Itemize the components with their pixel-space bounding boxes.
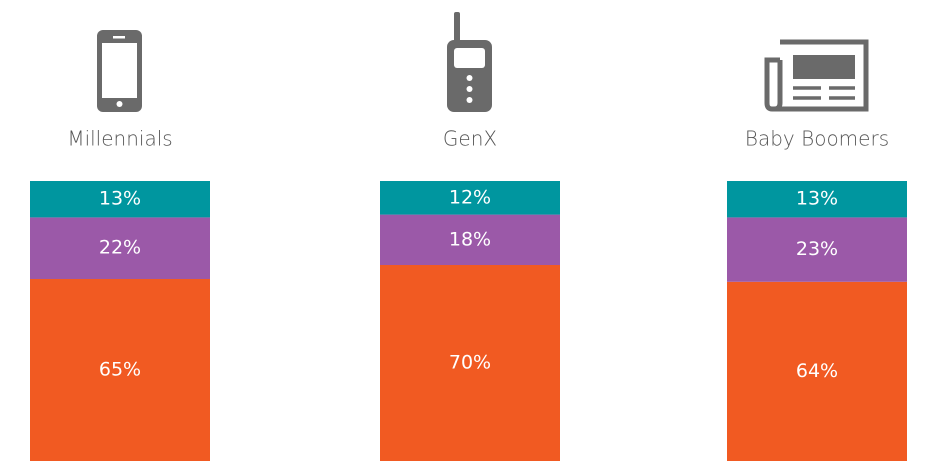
- bar-segment: [727, 217, 907, 282]
- category-label: GenX: [443, 127, 497, 151]
- bar-segment: [30, 181, 210, 218]
- bar-segment: [380, 265, 560, 461]
- value-label: 13%: [796, 188, 838, 210]
- category-label: Baby Boomers: [745, 127, 889, 151]
- value-label: 70%: [449, 352, 491, 374]
- walkie-icon: [447, 12, 492, 112]
- category-label: Millennials: [67, 127, 172, 151]
- newspaper-icon: [764, 39, 869, 112]
- bar-segment: [727, 181, 907, 218]
- value-label: 65%: [99, 359, 141, 381]
- value-label: 18%: [449, 228, 491, 250]
- value-label: 64%: [796, 360, 838, 382]
- bar-segment: [380, 214, 560, 265]
- value-label: 23%: [796, 238, 838, 260]
- phone-icon: [97, 30, 142, 112]
- value-label: 12%: [449, 186, 491, 208]
- bar-segment: [727, 281, 907, 461]
- bar-segment: [30, 217, 210, 279]
- bar-segment: [380, 181, 560, 215]
- bar-segment: [30, 279, 210, 461]
- value-label: 13%: [99, 188, 141, 210]
- value-label: 22%: [99, 237, 141, 259]
